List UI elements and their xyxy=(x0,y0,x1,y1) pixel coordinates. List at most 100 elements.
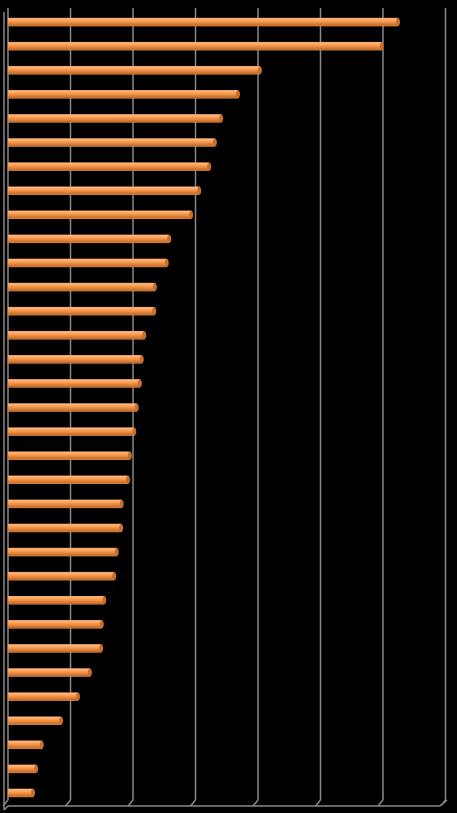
bar xyxy=(7,330,147,340)
tick-mark xyxy=(252,799,259,807)
bar xyxy=(7,17,400,27)
bar-cap xyxy=(152,307,157,316)
bar xyxy=(7,162,212,171)
bar-cap xyxy=(189,210,194,219)
bar-body xyxy=(7,210,192,220)
bar-body xyxy=(7,138,216,147)
bar-cap xyxy=(257,66,262,75)
bar-body xyxy=(7,740,42,750)
bar-cap xyxy=(76,692,80,701)
bar xyxy=(7,620,104,629)
bar-cap xyxy=(126,475,130,484)
bar-cap xyxy=(99,644,104,653)
bar-body xyxy=(7,692,79,701)
bar xyxy=(7,427,137,436)
bar-cap xyxy=(139,355,144,364)
bar xyxy=(7,499,124,509)
bar-cap xyxy=(39,740,44,749)
bar-body xyxy=(7,764,37,774)
bar-cap xyxy=(132,427,137,436)
bar xyxy=(7,258,169,268)
bar xyxy=(7,306,157,316)
bar-cap xyxy=(87,668,92,677)
bar-body xyxy=(7,282,156,292)
bar xyxy=(7,475,130,485)
bar-body xyxy=(7,306,155,316)
bar-cap xyxy=(134,403,139,412)
bar-body xyxy=(7,788,34,798)
bar xyxy=(7,523,124,533)
bar-body xyxy=(7,475,129,485)
bar-body xyxy=(7,186,200,195)
bar xyxy=(7,355,144,364)
bar xyxy=(7,282,157,292)
bar-cap xyxy=(207,162,212,171)
bar-cap xyxy=(396,18,400,27)
tick-mark xyxy=(2,799,9,807)
bar-body xyxy=(7,644,102,653)
bar-body xyxy=(7,547,117,557)
bar-cap xyxy=(137,379,142,388)
bar xyxy=(7,764,39,774)
bar-cap xyxy=(119,523,124,532)
bar xyxy=(7,740,44,750)
tick-mark xyxy=(189,799,197,807)
bar-body xyxy=(7,716,62,725)
bar-body xyxy=(7,355,142,364)
bar-body xyxy=(7,65,261,75)
bar xyxy=(7,644,104,653)
tick-mark xyxy=(377,799,384,807)
bar-cap xyxy=(119,499,124,508)
bar-body xyxy=(7,571,115,581)
bar-cap xyxy=(197,186,202,195)
bar xyxy=(7,379,142,388)
bar-cap xyxy=(219,114,224,123)
bar xyxy=(7,571,117,581)
bar-body xyxy=(7,451,131,460)
bar xyxy=(7,41,384,51)
bar-body xyxy=(7,90,239,99)
bar xyxy=(7,90,240,99)
bar xyxy=(7,234,172,244)
bar xyxy=(7,451,132,460)
bar-cap xyxy=(152,283,157,292)
bar xyxy=(7,788,35,798)
bar-body xyxy=(7,114,222,123)
tick-mark xyxy=(64,799,72,807)
bar xyxy=(7,692,80,701)
bar-cap xyxy=(99,620,104,629)
bar-cap xyxy=(102,596,107,605)
bar-body xyxy=(7,499,122,509)
bar xyxy=(7,114,224,123)
bar-body xyxy=(7,403,137,412)
bar xyxy=(7,65,262,75)
tick-mark xyxy=(439,799,447,807)
bar xyxy=(7,210,194,220)
tick-mark xyxy=(127,799,134,807)
bar-cap xyxy=(31,788,35,797)
bar-body xyxy=(7,330,145,340)
bar-body xyxy=(7,234,170,244)
bar-body xyxy=(7,523,122,533)
bar-cap xyxy=(379,42,384,51)
bar-cap xyxy=(164,258,169,267)
bar-body xyxy=(7,379,141,388)
tick-mark xyxy=(314,799,322,807)
bar xyxy=(7,595,107,605)
bar-body xyxy=(7,668,91,677)
bar-cap xyxy=(167,234,172,243)
bar xyxy=(7,186,202,195)
bar-body xyxy=(7,258,167,268)
bar-cap xyxy=(236,90,240,99)
bar-cap xyxy=(212,138,217,147)
bar-body xyxy=(7,41,382,51)
bar xyxy=(7,403,139,412)
bar-body xyxy=(7,162,210,171)
bar xyxy=(7,716,64,725)
bar xyxy=(7,138,217,147)
bar-cap xyxy=(112,572,117,581)
bar-body xyxy=(7,17,399,27)
bar-cap xyxy=(34,764,39,773)
bar xyxy=(7,547,119,557)
